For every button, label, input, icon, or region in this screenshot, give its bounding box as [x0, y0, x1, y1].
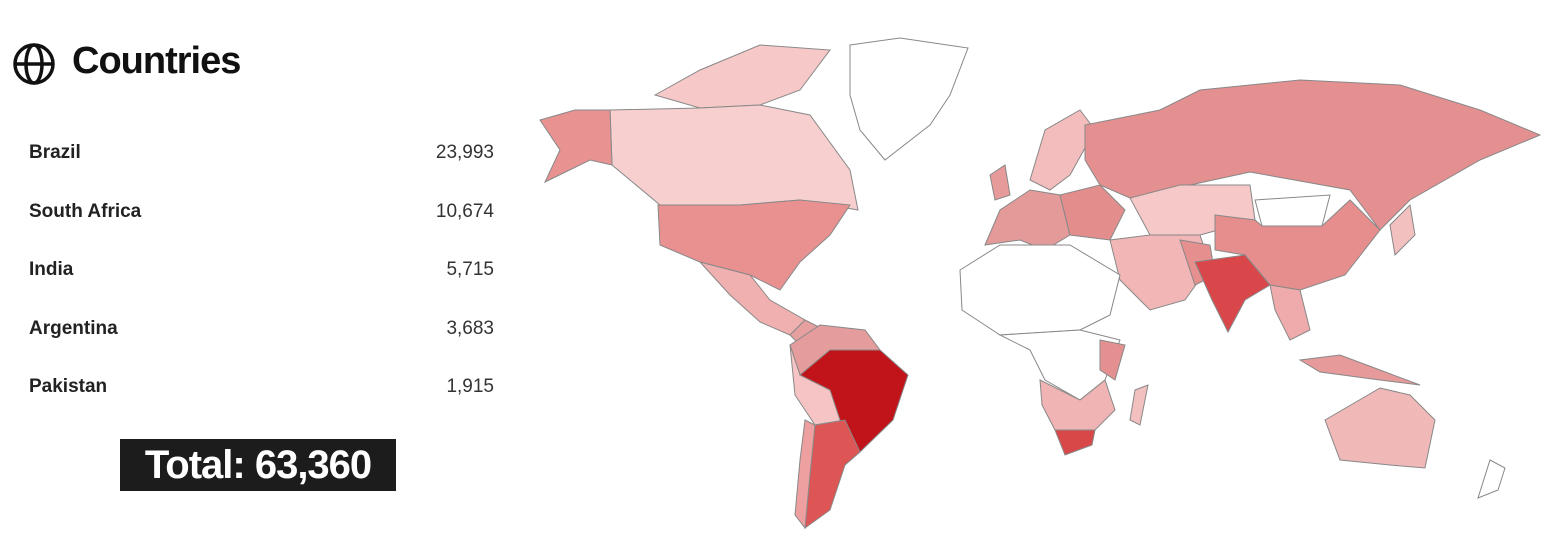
- australia: [1324, 387, 1436, 469]
- country-name: India: [29, 259, 74, 280]
- arctic-islands: [653, 44, 831, 109]
- japan: [1389, 203, 1416, 257]
- russia: [1084, 79, 1542, 231]
- greenland: [849, 37, 969, 161]
- country-row: Brazil 23,993: [29, 142, 494, 172]
- southeast-asia: [1269, 284, 1311, 341]
- country-row: India 5,715: [29, 259, 494, 289]
- country-count: 23,993: [435, 142, 494, 163]
- indonesia: [1298, 354, 1421, 386]
- country-count: 10,674: [435, 201, 494, 222]
- canada: [609, 104, 859, 211]
- country-count: 3,683: [446, 318, 494, 339]
- usa: [657, 199, 851, 291]
- country-count: 1,915: [446, 376, 494, 397]
- widget-title: Countries: [72, 40, 241, 82]
- new-zealand: [1477, 459, 1506, 499]
- madagascar: [1129, 384, 1149, 426]
- country-row: Pakistan 1,915: [29, 376, 494, 406]
- india: [1194, 254, 1271, 334]
- country-name: Pakistan: [29, 376, 108, 397]
- country-count: 5,715: [446, 259, 494, 280]
- total-badge: Total: 63,360: [120, 439, 396, 491]
- chile: [794, 419, 816, 530]
- east-africa: [1099, 339, 1126, 381]
- brazil: [799, 349, 909, 453]
- country-row: South Africa 10,674: [29, 201, 494, 231]
- southern-africa: [1039, 379, 1116, 431]
- china: [1214, 199, 1381, 291]
- country-name: South Africa: [29, 201, 142, 222]
- country-row: Argentina 3,683: [29, 318, 494, 348]
- eastern-europe: [1059, 184, 1126, 241]
- north-africa: [959, 244, 1121, 336]
- globe-icon: [13, 43, 55, 85]
- country-name: Argentina: [29, 318, 118, 339]
- countries: [539, 37, 1542, 530]
- alaska: [539, 109, 613, 184]
- mongolia: [1254, 194, 1331, 227]
- country-name: Brazil: [29, 142, 81, 163]
- south-africa: [1054, 429, 1096, 456]
- uk: [989, 164, 1011, 201]
